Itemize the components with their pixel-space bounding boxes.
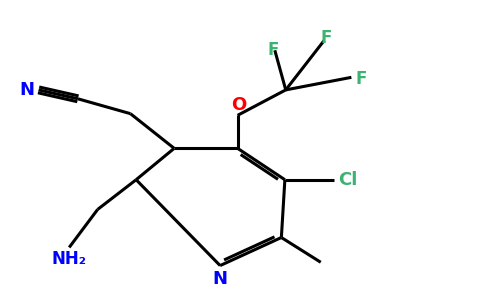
Text: N: N: [212, 269, 227, 287]
Text: N: N: [19, 81, 34, 99]
Text: O: O: [231, 96, 246, 114]
Text: Cl: Cl: [338, 171, 357, 189]
Text: F: F: [320, 29, 332, 47]
Text: F: F: [355, 70, 367, 88]
Text: F: F: [267, 41, 278, 59]
Text: NH₂: NH₂: [52, 250, 87, 268]
